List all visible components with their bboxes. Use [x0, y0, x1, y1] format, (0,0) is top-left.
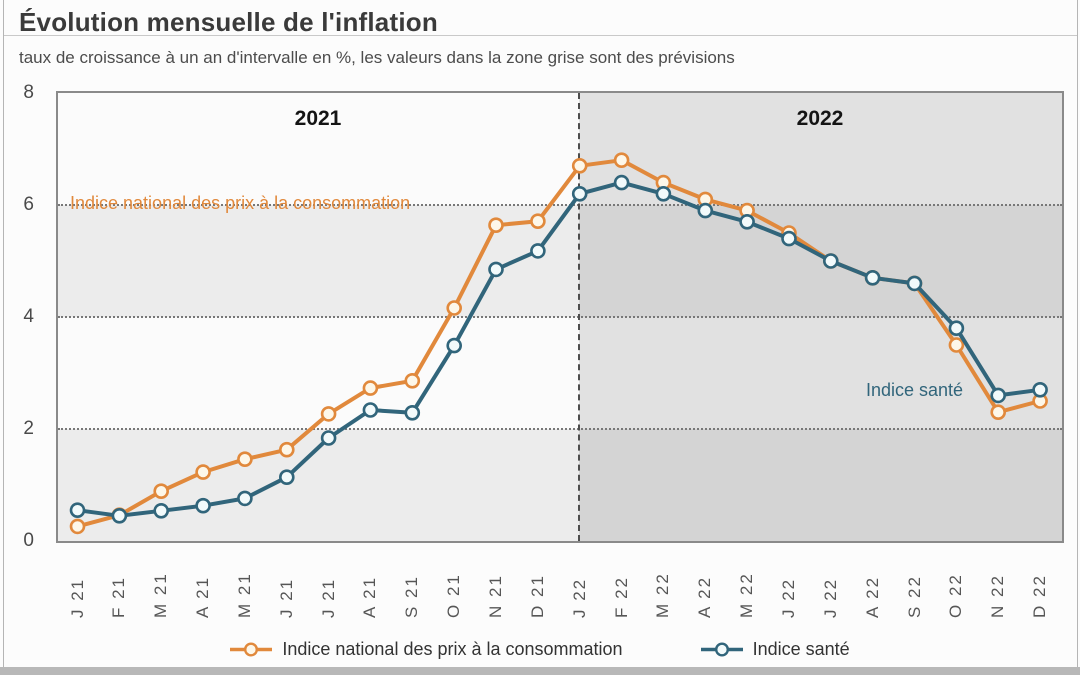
data-point-marker: [613, 174, 630, 191]
x-tick-label: A 21: [193, 575, 213, 618]
data-point-marker: [990, 387, 1007, 404]
year-label-2022: 2022: [796, 107, 844, 130]
x-tick-label: A 22: [862, 575, 882, 618]
x-tick-label: A 21: [360, 575, 380, 618]
data-point-marker: [320, 406, 337, 422]
forecast-divider-dashed-line: [578, 93, 580, 541]
background-band: [58, 93, 579, 205]
data-point-marker: [320, 430, 337, 446]
y-tick-label: 6: [23, 194, 34, 215]
y-tick-label: 8: [23, 82, 34, 103]
forecast-zone-band: [579, 429, 1062, 541]
data-point-marker: [655, 186, 672, 202]
gridline-2: [58, 428, 1062, 430]
x-tick-label: D 21: [527, 574, 547, 618]
data-point-marker: [864, 270, 881, 286]
forecast-zone-band: [579, 205, 1062, 317]
legend-marker-icon: [700, 641, 743, 657]
x-tick-label: S 22: [904, 575, 924, 618]
data-point-marker: [446, 300, 463, 316]
data-point-marker: [906, 275, 923, 292]
x-tick-label: N 21: [486, 574, 505, 618]
title-separator: [4, 35, 1077, 36]
data-point-marker: [822, 253, 839, 269]
data-point-marker: [279, 441, 295, 458]
x-tick-label: S 21: [402, 575, 422, 618]
x-tick-label: M 21: [234, 572, 254, 618]
data-point-marker: [990, 404, 1007, 421]
data-point-marker: [446, 337, 463, 354]
legend-item: Indice national des prix à la consommati…: [230, 638, 623, 660]
x-tick-label: F 22: [611, 575, 631, 618]
data-point-marker: [488, 217, 504, 233]
year-label-2021: 2021: [294, 107, 342, 130]
data-point-marker: [404, 372, 421, 389]
x-tick-label: M 21: [151, 572, 171, 618]
data-point-marker: [195, 464, 211, 480]
x-tick-label: D 22: [1030, 574, 1050, 618]
chart-subtitle: taux de croissance à un an d'intervalle …: [19, 48, 735, 67]
gridline-4: [58, 316, 1062, 318]
x-tick-label: J 22: [820, 577, 840, 618]
series-line: [76, 158, 1041, 529]
x-tick-label: M 22: [653, 572, 673, 618]
x-tick-label: M 22: [737, 572, 757, 618]
data-point-marker: [571, 158, 588, 174]
annotation-indice-national: Indice national des prix à la consommati…: [70, 193, 411, 213]
y-tick-label: 0: [23, 530, 34, 551]
data-point-marker: [1032, 381, 1048, 398]
gridline-6: [58, 204, 1062, 206]
page-title: Évolution mensuelle de l'inflation: [19, 7, 438, 38]
x-tick-label: O 21: [444, 573, 464, 618]
line-chart: [69, 152, 1048, 535]
x-tick-label: J 22: [778, 577, 798, 618]
data-point-marker: [739, 214, 755, 230]
legend-item: Indice santé: [700, 638, 850, 660]
x-tick-label: O 22: [946, 573, 966, 618]
page-bottom-bar: [0, 667, 1080, 675]
x-tick-label: J 22: [569, 577, 589, 618]
data-point-marker: [404, 404, 421, 421]
plot-area: 2021 2022 Indice national des prix à la …: [56, 91, 1064, 543]
x-tick-label: A 22: [695, 575, 715, 618]
x-tick-label: J 21: [276, 577, 296, 618]
data-point-marker: [69, 502, 86, 519]
data-point-marker: [948, 337, 965, 353]
chart-legend: Indice national des prix à la consommati…: [0, 633, 1080, 665]
data-point-marker: [571, 186, 588, 202]
data-point-marker: [488, 261, 504, 278]
data-point-marker: [948, 320, 965, 336]
data-point-marker: [111, 507, 128, 524]
data-point-marker: [237, 490, 253, 507]
annotation-indice-sante: Indice santé: [866, 380, 964, 400]
data-point-marker: [362, 402, 379, 418]
data-point-marker: [781, 230, 797, 247]
data-point-marker: [530, 213, 546, 229]
data-point-marker: [279, 469, 295, 486]
data-point-marker: [237, 451, 253, 468]
page-right-border: [1077, 0, 1078, 667]
background-band: [58, 317, 579, 429]
x-tick-label: J 21: [67, 577, 87, 618]
y-tick-label: 4: [23, 306, 34, 327]
legend-label: Indice national des prix à la consommati…: [282, 638, 623, 659]
x-tick-label: J 21: [318, 577, 338, 618]
data-point-marker: [362, 380, 379, 396]
data-point-marker: [697, 202, 714, 219]
data-point-marker: [153, 483, 169, 500]
data-point-marker: [69, 518, 86, 535]
page-left-border: [3, 0, 4, 667]
legend-marker-icon: [230, 641, 273, 657]
y-tick-label: 2: [23, 418, 34, 439]
data-point-marker: [153, 502, 169, 519]
x-tick-label: F 21: [109, 575, 129, 618]
data-point-marker: [530, 243, 546, 259]
data-point-marker: [195, 497, 211, 514]
legend-label: Indice santé: [752, 638, 850, 659]
x-tick-label: N 22: [988, 574, 1008, 618]
data-point-marker: [613, 152, 630, 168]
forecast-zone-band: [579, 317, 1062, 429]
